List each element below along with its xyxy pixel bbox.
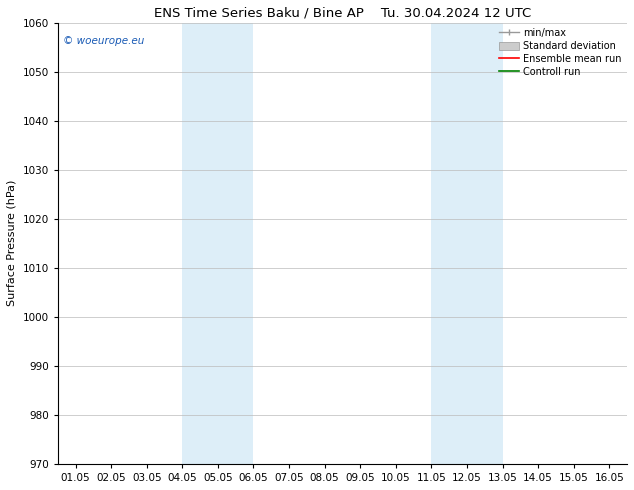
Title: ENS Time Series Baku / Bine AP    Tu. 30.04.2024 12 UTC: ENS Time Series Baku / Bine AP Tu. 30.04… [154,7,531,20]
Legend: min/max, Standard deviation, Ensemble mean run, Controll run: min/max, Standard deviation, Ensemble me… [496,24,625,81]
Y-axis label: Surface Pressure (hPa): Surface Pressure (hPa) [7,180,17,306]
Bar [431,23,503,464]
Text: © woeurope.eu: © woeurope.eu [63,36,145,46]
Bar [183,23,254,464]
